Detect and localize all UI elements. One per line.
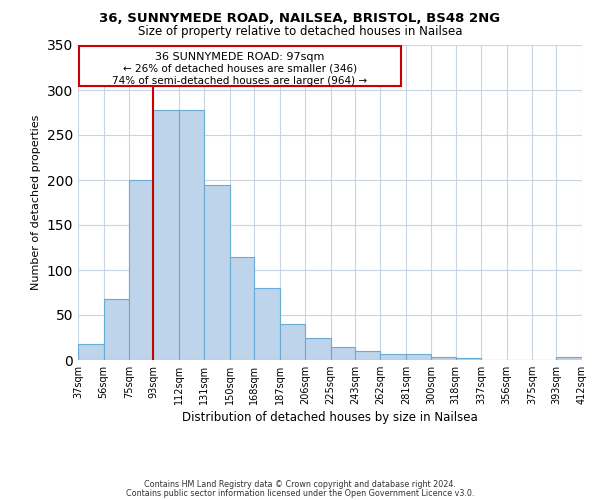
Bar (78, 344, 104, 360)
Bar (205, 184, 230, 360)
Bar (380, 354, 406, 360)
Bar (153, 110, 179, 360)
Text: Contains HM Land Registry data © Crown copyright and database right 2024.: Contains HM Land Registry data © Crown c… (144, 480, 456, 489)
Bar (455, 358, 481, 360)
Text: 36, SUNNYMEDE ROAD, NAILSEA, BRISTOL, BS48 2NG: 36, SUNNYMEDE ROAD, NAILSEA, BRISTOL, BS… (100, 12, 500, 26)
Bar (556, 358, 582, 360)
Bar (355, 351, 380, 360)
Text: 36 SUNNYMEDE ROAD: 97sqm: 36 SUNNYMEDE ROAD: 97sqm (155, 52, 325, 62)
Bar (104, 299, 129, 360)
Text: Size of property relative to detached houses in Nailsea: Size of property relative to detached ho… (138, 25, 462, 38)
Bar (129, 180, 153, 360)
X-axis label: Distribution of detached houses by size in Nailsea: Distribution of detached houses by size … (182, 412, 478, 424)
Y-axis label: Number of detached properties: Number of detached properties (31, 115, 41, 290)
Bar (406, 354, 431, 360)
Bar (431, 358, 455, 360)
Bar (179, 110, 205, 360)
Text: 74% of semi-detached houses are larger (964) →: 74% of semi-detached houses are larger (… (112, 76, 368, 86)
Bar (305, 338, 331, 360)
Bar (230, 258, 254, 360)
FancyBboxPatch shape (79, 46, 401, 86)
Bar (280, 324, 305, 360)
Text: Contains public sector information licensed under the Open Government Licence v3: Contains public sector information licen… (126, 488, 474, 498)
Text: ← 26% of detached houses are smaller (346): ← 26% of detached houses are smaller (34… (123, 64, 357, 74)
Bar (331, 346, 355, 360)
Bar (254, 288, 280, 360)
